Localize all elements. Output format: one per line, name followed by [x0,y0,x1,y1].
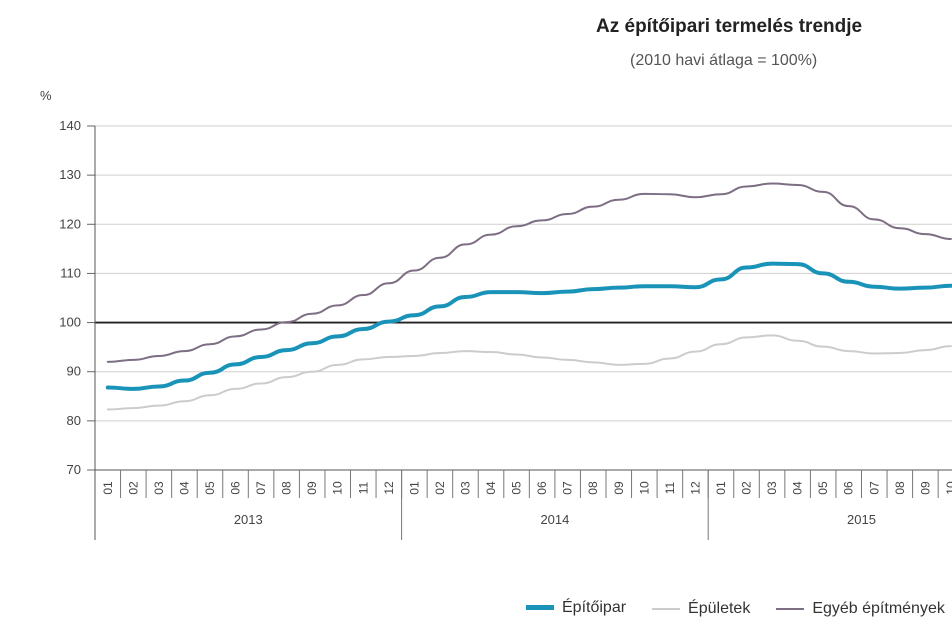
y-tick-label: 120 [59,216,81,231]
legend-label: Egyéb építmények [812,600,945,617]
x-tick-label: 07 [867,481,881,495]
x-tick-label: 05 [510,481,524,495]
x-tick-label: 02 [433,481,447,495]
x-tick-label: 08 [586,481,600,495]
year-label: 2013 [234,512,263,527]
y-tick-label: 100 [59,315,81,330]
legend-swatch [776,608,805,610]
x-tick-label: 10 [637,481,651,495]
legend-swatch [526,605,554,610]
x-tick-label: 05 [203,481,217,495]
x-tick-label: 12 [382,481,396,495]
series-line-1 [105,261,952,391]
x-tick-label: 03 [458,481,472,495]
x-tick-label: 01 [714,481,728,495]
x-tick-label: 05 [816,481,830,495]
x-tick-label: 12 [688,481,702,495]
year-label: 2015 [847,512,876,527]
y-tick-label: 70 [67,462,81,477]
y-tick-label: 80 [67,413,81,428]
legend-item: Épületek [652,600,750,618]
x-tick-label: 01 [101,481,115,495]
x-tick-label: 06 [229,481,243,495]
x-tick-label: 04 [791,481,805,495]
y-tick-label: 110 [60,265,81,280]
x-tick-label: 10 [331,481,345,495]
x-tick-label: 09 [305,481,319,495]
x-tick-label: 07 [254,481,268,495]
y-tick-label: 130 [59,167,81,182]
legend-item: Építőipar [526,599,626,617]
legend-swatch [652,608,681,610]
legend-label: Épületek [688,600,751,617]
series-line-2 [106,334,952,411]
x-tick-label: 04 [484,481,498,495]
x-tick-label: 03 [765,481,779,495]
x-tick-label: 03 [152,481,166,495]
legend-label: Építőipar [562,598,627,616]
x-tick-label: 02 [740,481,754,495]
x-tick-label: 06 [842,481,856,495]
chart-title: Az építőipari termelés trendje [596,16,863,37]
x-tick-label: 09 [612,481,626,495]
x-tick-label: 10 [944,481,952,495]
chart-subtitle: (2010 havi átlaga = 100%) [630,52,818,69]
y-tick-label: 90 [67,364,81,379]
series-line-3 [106,182,952,363]
x-tick-label: 08 [893,481,907,495]
x-tick-label: 07 [561,481,575,495]
x-tick-label: 09 [918,481,932,495]
chart-legend: Építőipar Épületek Egyéb építmények [526,597,952,618]
x-tick-label: 11 [356,481,370,494]
x-tick-label: 02 [126,481,140,495]
year-label: 2014 [540,512,569,527]
x-tick-label: 01 [407,481,421,495]
y-axis-unit-label: % [40,88,52,103]
x-tick-label: 04 [177,481,191,495]
x-tick-label: 11 [663,481,677,494]
x-tick-label: 06 [535,481,549,495]
legend-item: Egyéb építmények [776,600,945,618]
y-tick-label: 140 [59,118,81,133]
x-tick-label: 08 [280,481,294,495]
